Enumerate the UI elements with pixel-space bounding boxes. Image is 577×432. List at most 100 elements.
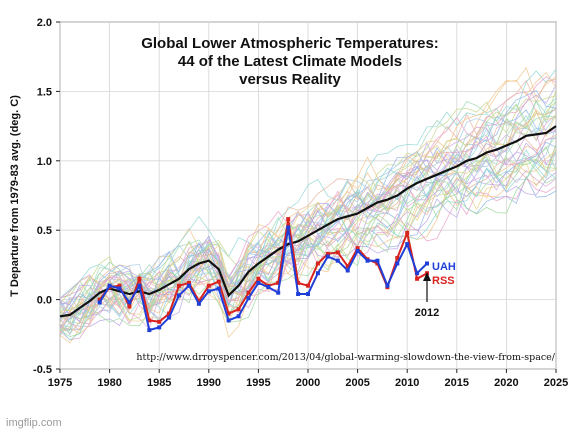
rss-point: [117, 283, 122, 288]
rss-point: [286, 217, 291, 222]
uah-point: [137, 283, 142, 288]
rss-point: [226, 311, 231, 316]
y-tick-label: -0.5: [33, 364, 52, 376]
uah-point: [415, 271, 420, 276]
uah-point: [236, 314, 241, 319]
uah-point: [196, 301, 201, 306]
x-tick-label: 2020: [494, 377, 518, 389]
model-line: [59, 79, 557, 332]
rss-point: [415, 276, 420, 281]
rss-point: [375, 261, 380, 266]
uah-point: [276, 290, 281, 295]
x-tick-label: 2025: [544, 377, 568, 389]
rss-point: [315, 261, 320, 266]
rss-point: [276, 280, 281, 285]
y-tick-label: 2.0: [37, 17, 52, 29]
rss-point: [196, 299, 201, 303]
rss-point: [405, 231, 410, 235]
annotation-arrow-head: [423, 272, 431, 281]
uah-point: [405, 242, 410, 247]
rss-point: [246, 290, 251, 295]
model-line: [59, 145, 557, 338]
axis-ticks: 1975 1980 1985 1990 1995 2000 2005 2010 2015 2020…: [33, 17, 568, 389]
uah-point: [345, 268, 350, 273]
model-line: [59, 109, 557, 334]
x-tick-label: 1975: [48, 377, 72, 389]
rss-point: [345, 264, 350, 269]
y-tick-label: 0.0: [37, 295, 52, 307]
rss-point: [157, 319, 162, 324]
rss-point: [306, 283, 310, 288]
chart-title-line-1: Global Lower Atmospheric Temperatures:: [141, 35, 439, 52]
x-tick-label: 1980: [97, 377, 121, 389]
rss-point: [355, 246, 360, 251]
rss-point: [256, 276, 261, 281]
model-line: [59, 137, 557, 306]
annotation-year-label: 2012: [415, 307, 439, 319]
watermark: imgflip.com: [6, 417, 62, 429]
x-tick-label: 1985: [147, 377, 171, 389]
uah-point: [315, 271, 320, 276]
uah-point: [425, 261, 429, 266]
rss-point: [335, 250, 340, 255]
y-axis-label: T Departure from 1979-83 avg. (deg. C): [9, 95, 21, 297]
uah-point: [355, 249, 360, 253]
uah-point: [266, 285, 271, 290]
legend-rss-label: RSS: [432, 275, 455, 287]
x-tick-label: 2000: [296, 377, 320, 389]
rss-point: [296, 280, 301, 285]
uah-point: [97, 300, 102, 305]
uah-point: [187, 283, 191, 288]
model-line: [59, 109, 557, 312]
x-tick-label: 2015: [445, 377, 469, 389]
observed-series: [97, 217, 429, 333]
rss-point: [167, 311, 172, 316]
x-tick-label: 2010: [395, 377, 419, 389]
uah-point: [177, 293, 181, 298]
rss-point: [216, 279, 221, 284]
model-line: [59, 149, 557, 341]
rss-point: [187, 280, 191, 285]
uah-point: [306, 292, 310, 296]
uah-point: [167, 315, 172, 320]
x-tick-label: 1990: [197, 377, 221, 389]
uah-point: [206, 289, 211, 294]
rss-point: [177, 283, 181, 288]
uah-point: [246, 296, 251, 301]
model-line: [59, 151, 557, 321]
rss-point: [236, 307, 241, 312]
rss-point: [97, 297, 102, 302]
rss-point: [206, 283, 211, 288]
uah-point: [325, 254, 330, 259]
uah-point: [286, 225, 291, 230]
model-line: [59, 71, 557, 332]
uah-point: [157, 325, 162, 330]
y-tick-label: 1.5: [37, 86, 52, 98]
rss-point: [147, 318, 152, 323]
rss-point: [137, 276, 142, 281]
chart-title-line-3: versus Reality: [239, 71, 341, 88]
source-url: http://www.drroyspencer.com/2013/04/glob…: [136, 352, 555, 363]
uah-point: [256, 280, 261, 285]
uah-point: [375, 258, 380, 263]
rss-point: [127, 304, 132, 309]
uah-point: [107, 283, 112, 288]
uah-point: [395, 261, 400, 266]
y-tick-label: 0.5: [37, 225, 52, 237]
uah-point: [226, 318, 231, 323]
uah-point: [117, 286, 122, 291]
uah-line: [98, 227, 428, 332]
rss-point: [325, 251, 330, 256]
uah-point: [216, 286, 221, 291]
uah-point: [296, 292, 301, 296]
uah-point: [127, 300, 132, 305]
y-tick-label: 1.0: [37, 156, 52, 168]
uah-point: [335, 258, 340, 263]
model-line: [59, 100, 557, 315]
x-tick-label: 2005: [345, 377, 369, 389]
uah-point: [365, 258, 370, 263]
uah-point: [147, 328, 152, 333]
rss-point: [395, 256, 400, 260]
uah-point: [385, 283, 390, 288]
